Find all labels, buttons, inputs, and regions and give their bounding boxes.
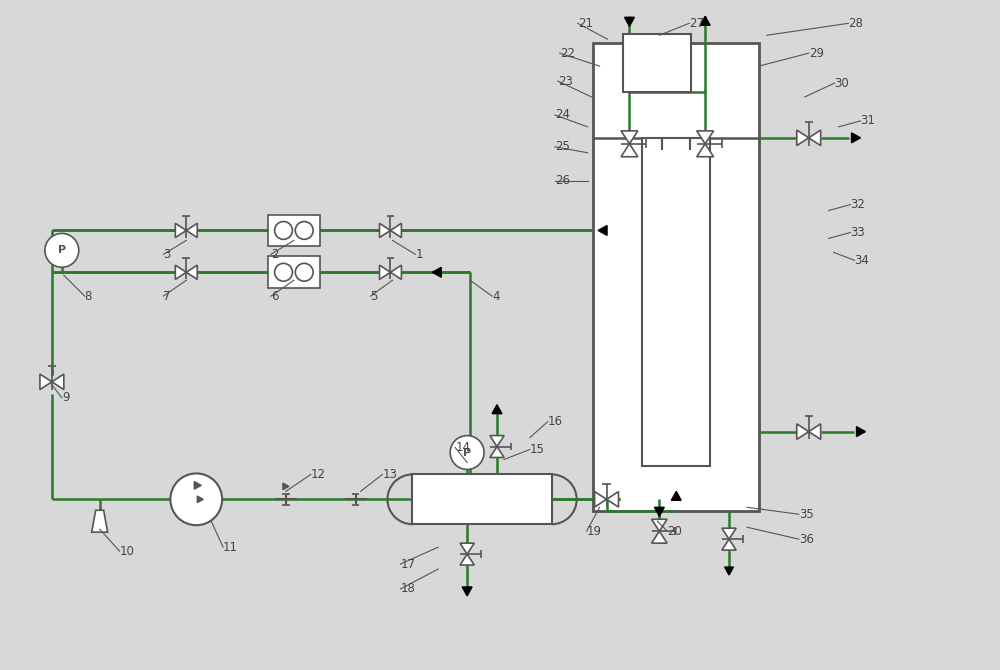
Bar	[412, 474, 552, 524]
Text: P: P	[463, 448, 471, 458]
Polygon shape	[654, 507, 664, 517]
Text: 29: 29	[809, 47, 824, 60]
Text: 28: 28	[849, 17, 863, 29]
Polygon shape	[809, 130, 821, 145]
Text: 19: 19	[587, 525, 602, 538]
Polygon shape	[797, 130, 809, 145]
Text: 24: 24	[555, 109, 570, 121]
Polygon shape	[607, 492, 619, 507]
Bar	[623, 34, 691, 92]
Text: 1: 1	[415, 248, 423, 261]
Text: 32: 32	[851, 198, 865, 211]
Text: 33: 33	[851, 226, 865, 239]
Bar	[642, 138, 710, 466]
Text: 6: 6	[271, 289, 278, 303]
Text: 4: 4	[492, 289, 500, 303]
Text: 11: 11	[223, 541, 238, 553]
Text: 18: 18	[400, 582, 415, 596]
Polygon shape	[857, 427, 865, 437]
Polygon shape	[175, 265, 186, 279]
Circle shape	[295, 222, 313, 239]
Circle shape	[275, 263, 292, 281]
Polygon shape	[186, 265, 197, 279]
Polygon shape	[462, 587, 472, 596]
Polygon shape	[390, 223, 401, 238]
Text: 5: 5	[371, 289, 378, 303]
Circle shape	[295, 263, 313, 281]
Polygon shape	[652, 519, 667, 531]
Polygon shape	[380, 265, 390, 279]
Polygon shape	[40, 374, 52, 389]
Polygon shape	[722, 528, 736, 539]
Text: P: P	[58, 245, 66, 255]
Polygon shape	[697, 144, 714, 157]
Circle shape	[450, 436, 484, 470]
Polygon shape	[197, 496, 203, 502]
Text: 13: 13	[382, 468, 397, 481]
Polygon shape	[700, 16, 710, 25]
Text: 16: 16	[548, 415, 563, 428]
Text: 15: 15	[530, 443, 545, 456]
Polygon shape	[595, 492, 607, 507]
Text: 10: 10	[120, 545, 134, 557]
Text: 21: 21	[578, 17, 593, 29]
Text: 34: 34	[855, 254, 869, 267]
Polygon shape	[460, 543, 474, 554]
Polygon shape	[697, 131, 714, 144]
Polygon shape	[460, 554, 474, 565]
Polygon shape	[725, 567, 733, 575]
Text: 7: 7	[163, 289, 171, 303]
Polygon shape	[390, 265, 401, 279]
Polygon shape	[490, 446, 504, 458]
Text: 23: 23	[558, 74, 573, 88]
Polygon shape	[625, 17, 634, 26]
Polygon shape	[671, 491, 681, 500]
Polygon shape	[92, 511, 108, 532]
Polygon shape	[797, 424, 809, 440]
Text: 36: 36	[799, 533, 814, 545]
Text: 12: 12	[311, 468, 326, 481]
Circle shape	[45, 233, 79, 267]
Polygon shape	[186, 223, 197, 238]
Text: 27: 27	[689, 17, 704, 29]
Polygon shape	[652, 531, 667, 543]
Polygon shape	[380, 223, 390, 238]
Polygon shape	[432, 267, 441, 277]
Polygon shape	[490, 436, 504, 446]
Text: 17: 17	[400, 557, 415, 571]
Text: 30: 30	[835, 76, 849, 90]
Polygon shape	[52, 374, 64, 389]
Polygon shape	[621, 131, 638, 144]
Polygon shape	[621, 144, 638, 157]
Text: 22: 22	[560, 47, 575, 60]
Text: 26: 26	[555, 174, 570, 187]
Bar	[593, 43, 759, 511]
Text: 20: 20	[667, 525, 682, 538]
Polygon shape	[809, 424, 821, 440]
Polygon shape	[283, 483, 289, 490]
Bar	[268, 257, 320, 288]
Text: 35: 35	[799, 508, 814, 521]
Polygon shape	[194, 482, 201, 489]
Text: 3: 3	[163, 248, 171, 261]
Bar	[268, 214, 320, 247]
Text: 8: 8	[85, 289, 92, 303]
Polygon shape	[598, 226, 607, 235]
Polygon shape	[852, 133, 860, 143]
Text: 25: 25	[555, 140, 570, 153]
Circle shape	[170, 474, 222, 525]
Text: 2: 2	[271, 248, 278, 261]
Text: 9: 9	[62, 391, 69, 404]
Polygon shape	[175, 223, 186, 238]
Text: 31: 31	[860, 115, 875, 127]
Polygon shape	[492, 405, 502, 413]
Circle shape	[275, 222, 292, 239]
Text: 14: 14	[455, 441, 470, 454]
Polygon shape	[722, 539, 736, 550]
